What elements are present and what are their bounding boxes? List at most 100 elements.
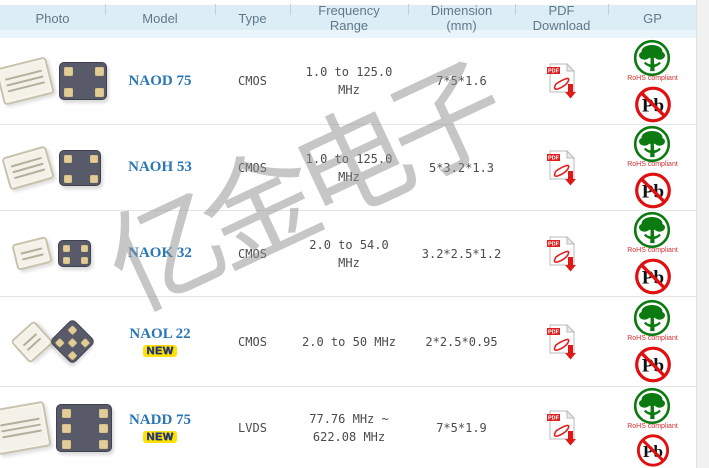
column-header-pdf-download: PDF Download [515,0,608,38]
gp-cell: RoHS compliant Pb [608,125,697,210]
oscillator-bottom-view [55,403,112,452]
type-value: CMOS [238,334,267,349]
column-header-label: Photo [35,10,70,26]
rohs-compliant-label: RoHS compliant [627,74,678,82]
solder-pad [80,337,91,348]
lead-free-pb-icon: Pb [634,86,671,122]
oscillator-top-view [0,56,55,106]
product-photo[interactable] [11,236,91,271]
oscillator-bottom-view [49,318,96,365]
column-header-label: PDF Download [532,3,591,33]
frequency-range-cell: 2.0 to 50 MHz [290,297,408,386]
photo-cell [0,387,112,468]
new-badge: NEW [143,431,177,443]
table-body: NAOD 75 CMOS 1.0 to 125.0 MHz 7*5*1.6 PDF RoH… [0,38,697,468]
solder-pad [63,174,72,183]
dimension-cell: 7*5*1.9 [408,387,515,468]
solder-pad [98,439,108,449]
dimension-cell: 5*3.2*1.3 [408,125,515,210]
solder-pad [89,174,98,183]
pdf-file-icon: PDF [546,235,576,271]
model-link[interactable]: NAOD 75 [128,72,192,89]
product-photo[interactable] [0,400,112,455]
frequency-value: 1.0 to 125.0 MHz [305,151,393,184]
model-cell: NAOD 75 [105,38,215,124]
dimension-cell: 7*5*1.6 [408,38,515,124]
solder-pad [98,424,108,433]
rohs-tree-icon [634,125,671,163]
solder-pad [67,350,78,361]
frequency-range-cell: 2.0 to 54.0 MHz [290,211,408,296]
svg-text:PDF: PDF [548,415,560,421]
column-header-label: Dimension (mm) [430,3,493,33]
model-link[interactable]: NADD 75 [128,412,192,428]
solder-pad [98,408,108,418]
column-header-label: Type [238,10,267,26]
gp-cell: RoHS compliant Pb [608,211,697,296]
model-link[interactable]: NAOH 53 [128,159,192,175]
column-header-type: Type [215,0,290,38]
column-header-photo: Photo [0,0,105,38]
model-cell: NADD 75 NEW [105,387,215,468]
pdf-file-icon: PDF [546,63,576,99]
lead-free-pb-icon: Pb [634,258,671,295]
frequency-range-cell: 1.0 to 125.0 MHz [290,125,408,210]
solder-pad [63,257,70,264]
solder-pad [94,67,104,76]
model-cell: NAOL 22 NEW [105,297,215,386]
pdf-download-cell: PDF [515,387,608,468]
lead-free-pb-icon: Pb [634,346,671,383]
column-header-model: Model [105,0,215,38]
type-cell: CMOS [215,125,290,210]
frequency-value: 2.0 to 50 MHz [302,334,396,349]
solder-pad [54,337,65,348]
solder-pad [63,88,73,97]
dimension-value: 7*5*1.6 [436,74,487,88]
frequency-range-cell: 77.76 MHz ~ 622.08 MHz [290,387,408,468]
pdf-download-button[interactable]: PDF [546,409,578,446]
lead-free-pb-icon: Pb [634,172,671,209]
solder-pad [61,424,71,433]
oscillator-bottom-view [58,240,91,267]
dimension-value: 5*3.2*1.3 [428,160,495,175]
chip-marking-line [21,252,44,261]
product-row-naol-22: NAOL 22 NEW CMOS 2.0 to 50 MHz 2*2.5*0.95 PDF… [0,297,697,387]
product-photo[interactable] [10,318,96,365]
pdf-download-cell: PDF [515,38,608,124]
rohs-compliant-badge: RoHS compliant [627,299,678,342]
type-cell: LVDS [215,387,290,468]
solder-pad [81,245,88,252]
dimension-cell: 2*2.5*0.95 [408,297,515,386]
type-value: CMOS [238,246,267,261]
oscillator-bottom-view [58,62,107,100]
product-photo[interactable] [0,144,101,191]
solder-pad [81,257,88,264]
svg-text:PDF: PDF [548,69,560,75]
column-header-frequency-range: Frequency Range [290,0,408,38]
rohs-tree-icon [634,387,671,425]
pdf-download-button[interactable]: PDF [546,63,578,99]
oscillator-top-view [10,319,54,364]
model-link[interactable]: NAOL 22 [129,326,191,342]
solder-pad [63,67,73,76]
pdf-file-icon: PDF [546,409,576,445]
model-link[interactable]: NAOK 32 [128,245,192,261]
solder-pad [61,439,71,449]
pdf-download-button[interactable]: PDF [546,149,578,186]
gp-cell: RoHS compliant Pb [608,38,697,124]
column-header-label: Frequency Range [318,3,380,33]
rohs-tree-icon [634,299,671,337]
rohs-tree-icon [634,39,671,76]
oscillator-bottom-view [58,149,101,186]
pdf-download-button[interactable]: PDF [546,235,578,272]
product-row-naok-32: NAOK 32 CMOS 2.0 to 54.0 MHz 3.2*2.5*1.2 PDF… [0,211,697,297]
frequency-value: 77.76 MHz ~ 622.08 MHz [309,411,389,444]
pdf-file-icon: PDF [546,149,576,185]
solder-pad [89,154,98,163]
photo-cell [0,125,105,210]
pdf-download-button[interactable]: PDF [546,323,578,360]
rohs-compliant-badge: RoHS compliant [627,211,678,254]
type-value: CMOS [238,160,267,175]
product-photo[interactable] [0,56,107,106]
